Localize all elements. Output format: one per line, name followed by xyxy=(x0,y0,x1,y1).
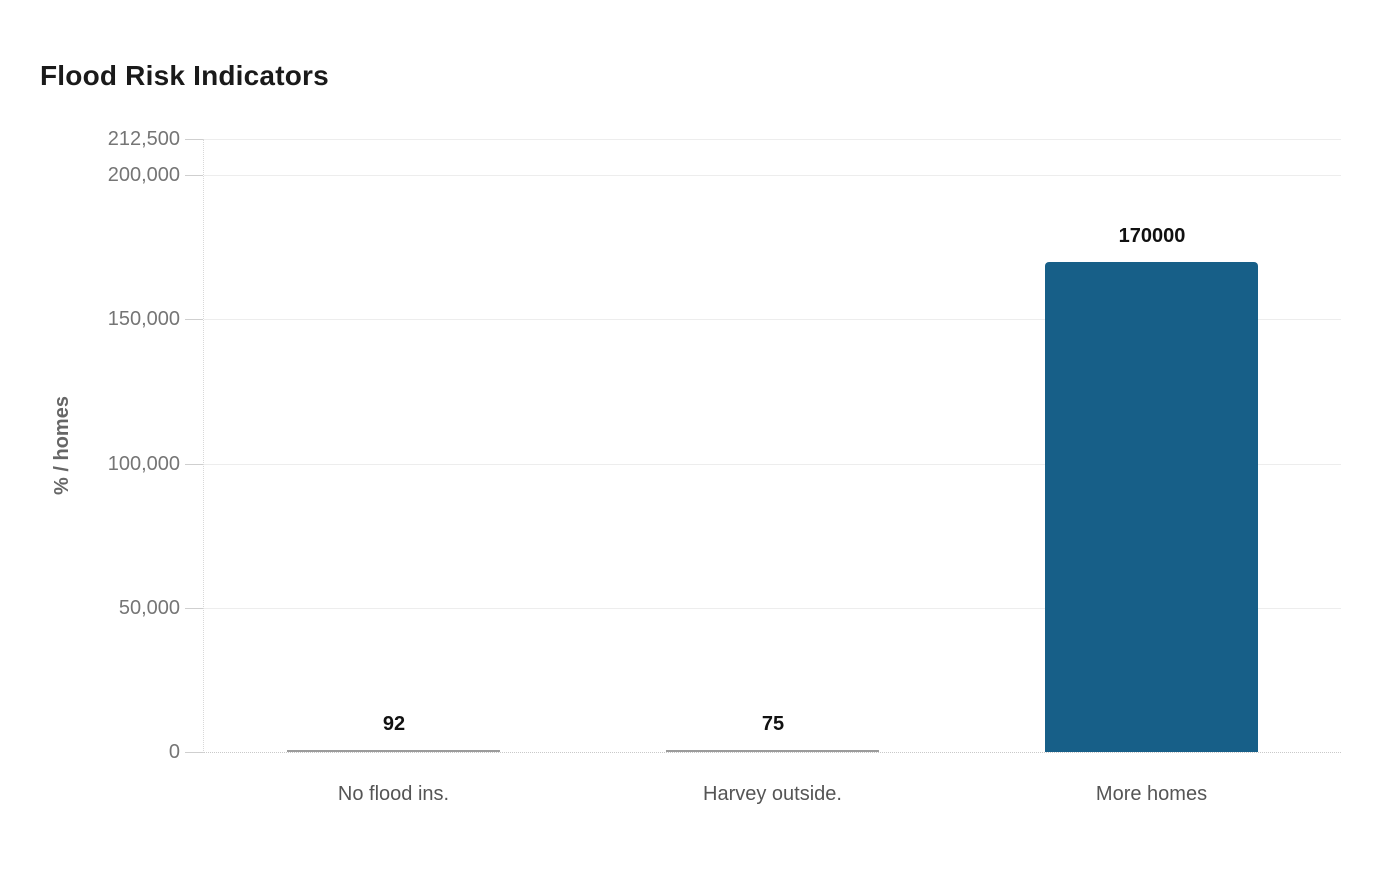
x-axis-category-label: Harvey outside. xyxy=(703,783,842,805)
y-axis-tick-mark xyxy=(185,175,203,176)
y-gridline xyxy=(204,139,1341,140)
y-axis-tick-mark xyxy=(185,608,203,609)
y-axis-tick-mark xyxy=(185,752,203,753)
y-axis-tick-label: 0 xyxy=(168,741,180,763)
y-gridline xyxy=(204,175,1341,176)
y-axis-title: % / homes xyxy=(40,139,84,752)
y-gridline xyxy=(204,608,1341,609)
y-axis-tick-mark xyxy=(185,139,203,140)
y-axis-tick-label: 212,500 xyxy=(107,128,180,150)
bar xyxy=(287,750,500,752)
bar-value-label: 75 xyxy=(761,713,785,735)
y-gridline xyxy=(204,464,1341,465)
y-gridline xyxy=(204,319,1341,320)
plot-area: 92 No flood ins. 75 Harvey outside. 170000 Mo… xyxy=(203,139,1341,805)
y-axis-tick-mark xyxy=(185,319,203,320)
x-axis-category-label: More homes xyxy=(1095,783,1208,805)
bar xyxy=(666,750,879,752)
bar-value-label: 170000 xyxy=(1118,225,1186,247)
y-axis-tick-label: 200,000 xyxy=(107,164,180,186)
y-axis-tick-label: 150,000 xyxy=(107,308,180,330)
chart-title: Flood Risk Indicators xyxy=(40,60,329,91)
y-axis-tick-label: 50,000 xyxy=(118,597,180,619)
y-axis-tick-label: 100,000 xyxy=(107,453,180,475)
y-axis-title-text: % / homes xyxy=(50,396,73,495)
x-axis-category-label: No flood ins. xyxy=(337,783,450,805)
bar-value-label: 92 xyxy=(382,713,406,735)
y-axis-tick-mark xyxy=(185,464,203,465)
bar xyxy=(1045,262,1258,752)
